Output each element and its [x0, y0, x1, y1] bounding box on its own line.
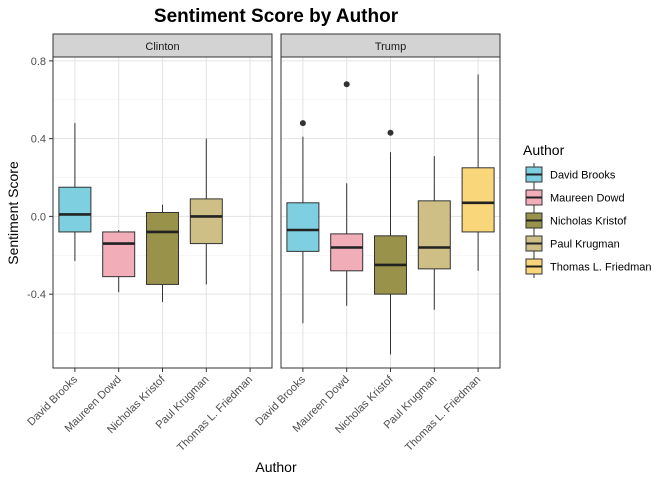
- legend-item-thomas-l-friedman: Thomas L. Friedman: [525, 255, 651, 278]
- y-tick-label: 0.4: [31, 134, 46, 146]
- outlier-point: [299, 120, 306, 127]
- legend-title: Author: [523, 142, 565, 158]
- facet-strip-label: Trump: [375, 41, 406, 53]
- box-trump-maureen-dowd: [330, 81, 364, 306]
- box-iqr: [189, 198, 223, 245]
- x-tick-label: Thomas L. Friedman: [403, 374, 483, 454]
- legend-item-nicholas-kristof: Nicholas Kristof: [525, 209, 627, 232]
- outlier-point: [343, 81, 350, 88]
- box-iqr: [146, 212, 179, 285]
- box-clinton-maureen-dowd: [102, 229, 136, 293]
- box-iqr: [286, 202, 320, 252]
- box-trump-nicholas-kristof: [374, 129, 407, 355]
- legend-label: Nicholas Kristof: [550, 216, 627, 228]
- facet-strip: [280, 33, 501, 58]
- legend-item-maureen-dowd: Maureen Dowd: [525, 186, 625, 209]
- legend-label: Maureen Dowd: [550, 193, 625, 205]
- box-clinton-paul-krugman: [189, 138, 223, 285]
- legend-label: David Brooks: [550, 170, 616, 182]
- y-axis-label: Sentiment Score: [5, 161, 21, 265]
- legend-label: Thomas L. Friedman: [550, 262, 651, 274]
- box-iqr: [417, 200, 451, 270]
- legend-label: Paul Krugman: [550, 239, 620, 251]
- x-tick-label: Thomas L. Friedman: [175, 374, 255, 454]
- box-iqr: [102, 231, 136, 278]
- y-tick-label: 0.8: [31, 56, 46, 68]
- x-axis-label: Author: [255, 459, 297, 475]
- facet-strip: [52, 33, 273, 58]
- y-tick-label: -0.4: [27, 289, 46, 301]
- y-axis: -0.4 0.0 0.4 0.8: [27, 56, 53, 301]
- legend: Author David Brooks Maureen Dowd Nicholas …: [523, 142, 651, 278]
- box-trump-paul-krugman: [417, 156, 451, 310]
- box-iqr: [461, 167, 495, 233]
- outlier-point: [387, 129, 394, 136]
- y-tick-label: 0.0: [31, 211, 46, 223]
- legend-item-david-brooks: David Brooks: [525, 163, 616, 186]
- box-clinton-david-brooks: [58, 123, 92, 262]
- box-iqr: [330, 233, 364, 272]
- chart-title: Sentiment Score by Author: [154, 6, 399, 27]
- box-iqr: [58, 186, 92, 233]
- box-trump-thomas-l-friedman: [461, 74, 495, 271]
- legend-item-paul-krugman: Paul Krugman: [525, 232, 620, 255]
- box-clinton-nicholas-kristof: [146, 204, 179, 302]
- facet-strip-label: Clinton: [145, 41, 179, 53]
- box-trump-david-brooks: [286, 120, 320, 324]
